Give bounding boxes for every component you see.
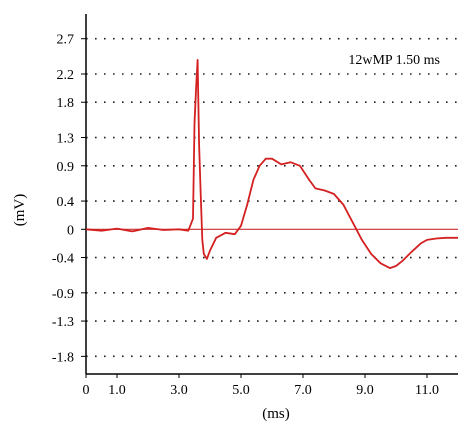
y-tick-label: 1.3 <box>57 132 75 147</box>
y-tick-label: 0 <box>67 223 74 238</box>
y-tick-label: 1.8 <box>57 96 75 111</box>
x-tick-labels: 0 1.0 3.0 5.0 7.0 9.0 11.0 <box>83 374 439 398</box>
y-axis-label: (mV) <box>12 194 28 227</box>
y-tick-label: -0.9 <box>52 287 74 302</box>
x-tick-label: 1.0 <box>108 383 126 398</box>
chart-annotation: 12wMP 1.50 ms <box>348 53 440 68</box>
x-tick-label: 5.0 <box>232 383 250 398</box>
y-tick-labels: 2.7 2.2 1.8 1.3 0.9 0.4 0 -0.4 -0.9 -1.3 -1.8 <box>52 33 86 365</box>
grid-lines <box>86 37 458 358</box>
x-tick-label: 9.0 <box>356 383 374 398</box>
y-tick-label: 0.9 <box>57 160 75 175</box>
y-tick-label: 2.2 <box>57 68 75 83</box>
y-tick-label: -0.4 <box>52 252 74 267</box>
y-tick-label: -1.8 <box>52 350 74 365</box>
series-layer <box>85 59 458 270</box>
x-tick-label: 11.0 <box>415 383 439 398</box>
series-line <box>85 59 458 270</box>
y-tick-label: 2.7 <box>57 33 75 48</box>
x-tick-label: 7.0 <box>294 383 312 398</box>
x-tick-label: 0 <box>83 383 90 398</box>
axes <box>85 14 458 375</box>
x-tick-label: 3.0 <box>170 383 188 398</box>
y-tick-label: -1.3 <box>52 315 74 330</box>
x-axis-label: (ms) <box>262 406 290 422</box>
y-tick-label: 0.4 <box>57 195 75 210</box>
